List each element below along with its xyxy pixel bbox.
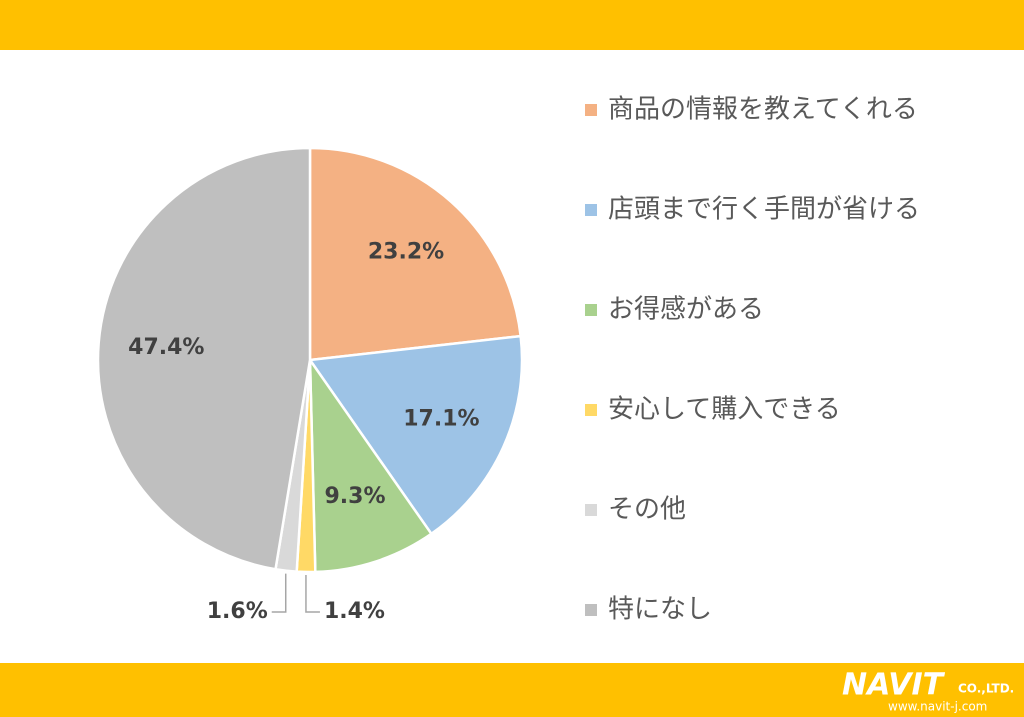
legend-label: 特になし [608, 595, 712, 625]
data-label: 23.2% [368, 239, 444, 264]
pie: 23.2% 17.1% 9.3% 1.4% 1.6% 47.4% [96, 146, 524, 624]
pie-slice [307, 334, 524, 536]
legend-swatch [585, 104, 597, 116]
legend-label: お得感がある [608, 295, 764, 325]
logo-company: CO.,LTD. [958, 682, 1014, 696]
leader-line [305, 574, 320, 613]
data-label: 9.3% [324, 484, 385, 509]
legend-label: 店頭まで行く手間が省ける [608, 195, 920, 225]
logo: NAVIT [842, 668, 946, 703]
legend-swatch [585, 404, 597, 416]
pie-slice [308, 146, 523, 362]
legend-swatch [585, 504, 597, 516]
legend-label: その他 [608, 495, 686, 525]
footer-logo: NAVIT CO.,LTD. www.navit-j.com [842, 668, 1014, 714]
data-label: 1.6% [207, 599, 268, 624]
legend: 商品の情報を教えてくれる店頭まで行く手間が省けるお得感がある安心して購入できるそ… [585, 95, 920, 625]
top-band [0, 0, 1024, 50]
legend-swatch [585, 304, 597, 316]
data-label: 17.1% [403, 406, 479, 431]
legend-swatch [585, 604, 597, 616]
logo-url: www.navit-j.com [888, 700, 987, 714]
legend-swatch [585, 204, 597, 216]
bottom-band [0, 663, 1024, 717]
pie-slice [308, 355, 434, 574]
pie-slice [96, 146, 312, 571]
leader-line [271, 573, 287, 613]
data-label: 47.4% [128, 335, 204, 360]
legend-label: 安心して購入できる [608, 395, 841, 425]
data-label: 1.4% [324, 599, 385, 624]
legend-label: 商品の情報を教えてくれる [608, 95, 918, 125]
